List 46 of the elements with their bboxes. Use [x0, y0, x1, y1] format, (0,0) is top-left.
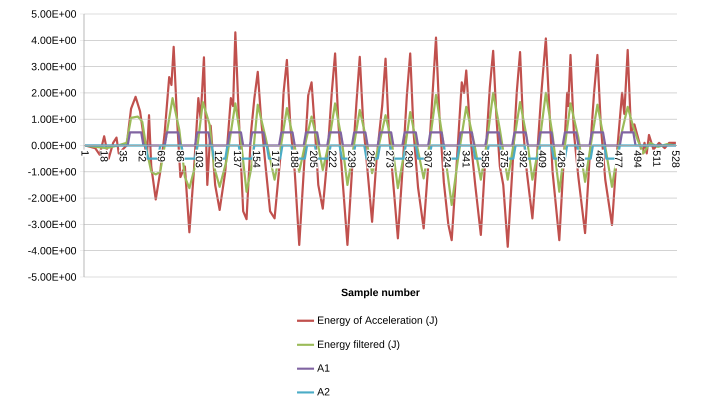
- x-tick-label: 171: [272, 151, 280, 168]
- x-tick-label: 137: [234, 151, 242, 168]
- x-tick-label: 324: [443, 150, 451, 168]
- x-tick-label: 290: [405, 150, 413, 168]
- y-tick-label: -1.00E+00: [28, 168, 76, 176]
- legend-label: A1: [317, 364, 330, 372]
- x-tick-label: 460: [596, 150, 604, 168]
- x-tick-label: 205: [310, 150, 318, 168]
- x-tick-label: 511: [653, 150, 660, 167]
- x-tick-label: 239: [348, 150, 356, 168]
- y-tick-label: 3.00E+00: [32, 62, 76, 70]
- x-tick-label: 392: [520, 150, 528, 168]
- legend-label: A2: [317, 388, 330, 396]
- x-tick-label: 494: [634, 150, 642, 168]
- x-tick-label: 409: [538, 150, 546, 168]
- x-tick-label: 103: [196, 151, 204, 168]
- x-tick-label: 341: [462, 150, 470, 168]
- x-tick-label: 477: [615, 150, 622, 168]
- x-tick-label: 256: [367, 150, 375, 168]
- legend-label: Energy filtered (J): [318, 340, 400, 350]
- x-tick-label: 18: [100, 151, 108, 162]
- x-tick-label: 1: [82, 151, 89, 156]
- x-axis-title: Sample number: [341, 288, 420, 298]
- x-tick-label: 375: [500, 150, 508, 168]
- y-tick-label: -3.00E+00: [28, 220, 76, 228]
- x-tick-label: 69: [158, 150, 166, 162]
- y-tick-label: -5.00E+00: [28, 273, 76, 281]
- y-tick-label: -2.00E+00: [28, 194, 76, 202]
- y-tick-label: 1.00E+00: [32, 115, 76, 123]
- x-tick-label: 273: [386, 150, 394, 168]
- x-tick-label: 188: [291, 151, 298, 168]
- x-tick-label: 307: [424, 150, 432, 168]
- x-tick-label: 222: [329, 150, 337, 168]
- y-tick-label: 5.00E+00: [32, 10, 76, 18]
- y-tick-label: 2.00E+00: [32, 89, 76, 97]
- y-tick-label: 4.00E+00: [31, 36, 76, 44]
- x-tick-label: 86: [176, 150, 184, 162]
- legend-label: Energy of Acceleration (J): [318, 316, 438, 326]
- y-tick-label: -4.00E+00: [28, 246, 76, 254]
- x-tick-label: 120: [214, 151, 222, 168]
- x-tick-label: 154: [252, 151, 260, 168]
- y-tick-label: 0.00E+00: [32, 142, 76, 150]
- x-tick-label: 35: [120, 150, 127, 162]
- x-tick-label: 52: [138, 150, 146, 162]
- x-tick-label: 528: [672, 150, 680, 168]
- x-tick-label: 443: [576, 150, 584, 168]
